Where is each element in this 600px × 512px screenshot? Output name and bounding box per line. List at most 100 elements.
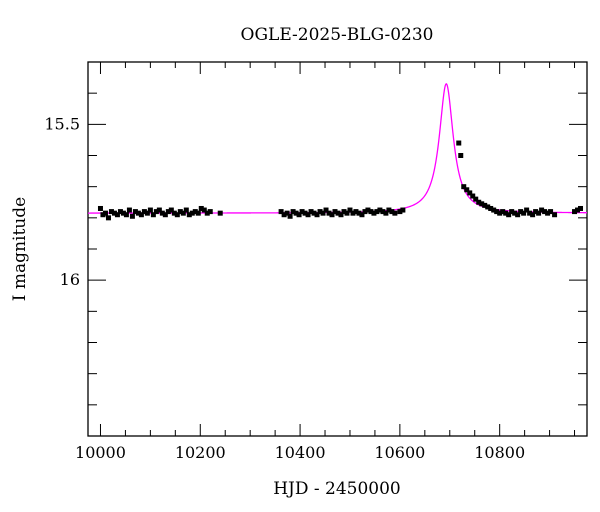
data-point xyxy=(456,140,462,146)
data-point xyxy=(299,209,305,215)
data-point xyxy=(488,205,494,211)
data-point xyxy=(153,209,159,215)
data-point xyxy=(470,193,476,199)
data-point xyxy=(365,207,371,213)
data-point xyxy=(123,212,129,218)
y-tick-label: 16 xyxy=(60,270,80,289)
data-point xyxy=(572,209,578,215)
data-point xyxy=(527,210,533,216)
data-point xyxy=(162,212,168,218)
data-point xyxy=(536,210,542,216)
x-tick-label: 10800 xyxy=(474,443,525,462)
data-point xyxy=(509,209,515,215)
data-point xyxy=(102,210,108,216)
data-point xyxy=(461,184,467,190)
x-axis-label: HJD - 2450000 xyxy=(273,479,401,499)
data-point xyxy=(207,209,213,215)
data-point xyxy=(386,207,392,213)
data-point xyxy=(168,207,174,213)
data-point xyxy=(320,210,326,216)
chart-title: OGLE-2025-BLG-0230 xyxy=(241,25,434,45)
data-point xyxy=(120,210,126,216)
axis-ticks xyxy=(88,62,587,437)
data-point xyxy=(503,210,509,216)
data-point xyxy=(278,209,284,215)
data-point xyxy=(174,212,180,218)
data-point xyxy=(400,207,406,213)
x-tick-label: 10000 xyxy=(75,443,126,462)
data-point xyxy=(332,209,338,215)
data-point xyxy=(458,153,464,158)
data-point xyxy=(317,209,323,215)
data-point xyxy=(521,210,527,216)
axis-tick-labels: 10000 10200 10400 10600 10800 15.5 16 xyxy=(44,114,525,462)
data-point xyxy=(500,209,506,215)
data-point xyxy=(293,210,299,216)
data-point xyxy=(132,209,138,215)
data-point xyxy=(198,205,204,211)
data-point xyxy=(141,209,147,215)
data-point xyxy=(281,212,287,218)
data-point xyxy=(114,212,120,218)
data-point xyxy=(305,212,311,218)
data-point xyxy=(341,209,347,215)
model-curve xyxy=(88,82,587,214)
data-point xyxy=(284,210,290,216)
data-point xyxy=(397,209,403,215)
data-point xyxy=(147,207,153,213)
data-point xyxy=(467,190,473,196)
data-point xyxy=(287,213,293,219)
data-point xyxy=(117,209,123,215)
data-point xyxy=(482,202,488,208)
data-point xyxy=(552,212,558,218)
data-point xyxy=(575,207,581,213)
data-point xyxy=(159,210,165,216)
data-point xyxy=(323,207,329,213)
data-point xyxy=(539,207,545,213)
data-point xyxy=(329,212,335,218)
data-point xyxy=(530,212,536,218)
data-point xyxy=(353,209,359,215)
data-point xyxy=(290,209,296,215)
data-point xyxy=(171,210,177,216)
data-point xyxy=(195,210,201,216)
data-point xyxy=(512,210,518,216)
data-point xyxy=(506,212,512,218)
x-tick-label: 10600 xyxy=(374,443,425,462)
data-point xyxy=(217,210,223,216)
data-point xyxy=(129,213,135,219)
data-point xyxy=(135,210,141,216)
data-point xyxy=(389,209,395,215)
data-point xyxy=(144,210,150,216)
data-point xyxy=(359,212,365,218)
data-point xyxy=(314,212,320,218)
data-point xyxy=(108,209,114,215)
data-point xyxy=(350,210,356,216)
data-point xyxy=(497,210,503,216)
data-point xyxy=(311,210,317,216)
data-point xyxy=(485,204,491,210)
data-point xyxy=(105,215,111,221)
data-point xyxy=(165,209,171,215)
data-point xyxy=(111,210,117,216)
data-point xyxy=(150,212,156,218)
data-point xyxy=(296,212,302,218)
data-point xyxy=(464,187,470,193)
data-point xyxy=(371,210,377,216)
data-point xyxy=(97,205,103,211)
x-tick-label: 10400 xyxy=(275,443,326,462)
data-point xyxy=(533,209,539,215)
data-point xyxy=(344,210,350,216)
data-point xyxy=(183,207,189,213)
data-point xyxy=(476,199,482,205)
data-point xyxy=(380,209,386,215)
y-tick-label: 15.5 xyxy=(44,114,80,133)
data-point xyxy=(138,212,144,218)
data-point xyxy=(308,209,314,215)
data-point xyxy=(494,209,500,215)
data-point xyxy=(201,207,207,213)
data-point xyxy=(392,210,398,216)
data-point xyxy=(524,207,530,213)
data-point xyxy=(204,210,210,216)
